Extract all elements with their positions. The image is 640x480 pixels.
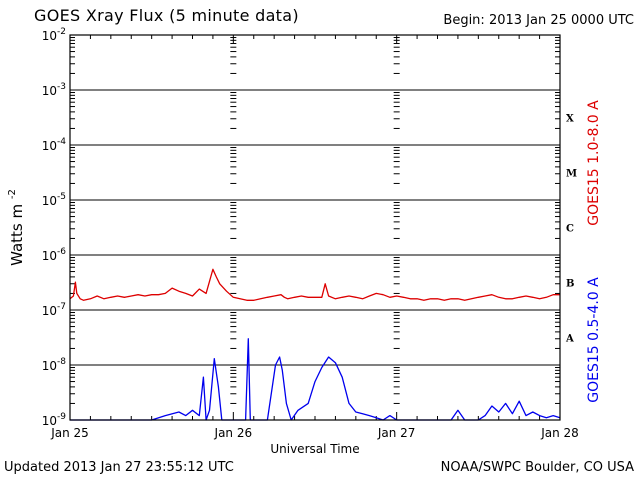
y-tick-label: 10-3 <box>42 82 66 98</box>
flare-class-label: M <box>566 169 577 180</box>
series-layer <box>69 268 561 421</box>
label-layer: 10-9 10-8 10-7 10-6 10-5 10-4 10-3 10-2 Jan 25 Ja… <box>7 27 602 456</box>
y-tick-label: 10-7 <box>42 302 66 318</box>
y-tick-label: 10-2 <box>42 27 66 43</box>
y-axis-label: Watts m -2 <box>7 189 26 266</box>
short-channel-series-line <box>70 338 561 421</box>
x-tick-label: Jan 27 <box>377 426 416 440</box>
legend-short-channel: GOES15 0.5-4.0 A <box>586 277 602 403</box>
chart-title: GOES Xray Flux (5 minute data) <box>34 6 299 25</box>
flare-class-label: B <box>566 279 574 290</box>
credit-label: NOAA/SWPC Boulder, CO USA <box>440 460 634 475</box>
flare-class-label: X <box>566 114 574 125</box>
plot-frame <box>69 34 561 421</box>
x-axis-label: Universal Time <box>270 442 359 456</box>
grid-layer <box>69 34 561 421</box>
y-tick-label: 10-9 <box>42 412 67 428</box>
y-tick-label: 10-4 <box>42 137 67 153</box>
x-tick-label: Jan 25 <box>50 426 89 440</box>
long-channel-series-line <box>69 268 560 301</box>
legend-long-channel: GOES15 1.0-8.0 A <box>586 100 602 226</box>
flare-class-label: A <box>565 334 574 345</box>
begin-date-label: Begin: 2013 Jan 25 0000 UTC <box>443 13 634 28</box>
y-tick-label: 10-5 <box>42 192 66 208</box>
y-tick-label: 10-8 <box>42 357 67 373</box>
y-tick-label: 10-6 <box>42 247 67 263</box>
frame-layer <box>69 34 561 421</box>
x-tick-label: Jan 26 <box>214 426 253 440</box>
x-tick-label: Jan 28 <box>540 426 579 440</box>
updated-timestamp: Updated 2013 Jan 27 23:55:12 UTC <box>4 460 234 475</box>
flare-class-label: C <box>566 224 574 235</box>
